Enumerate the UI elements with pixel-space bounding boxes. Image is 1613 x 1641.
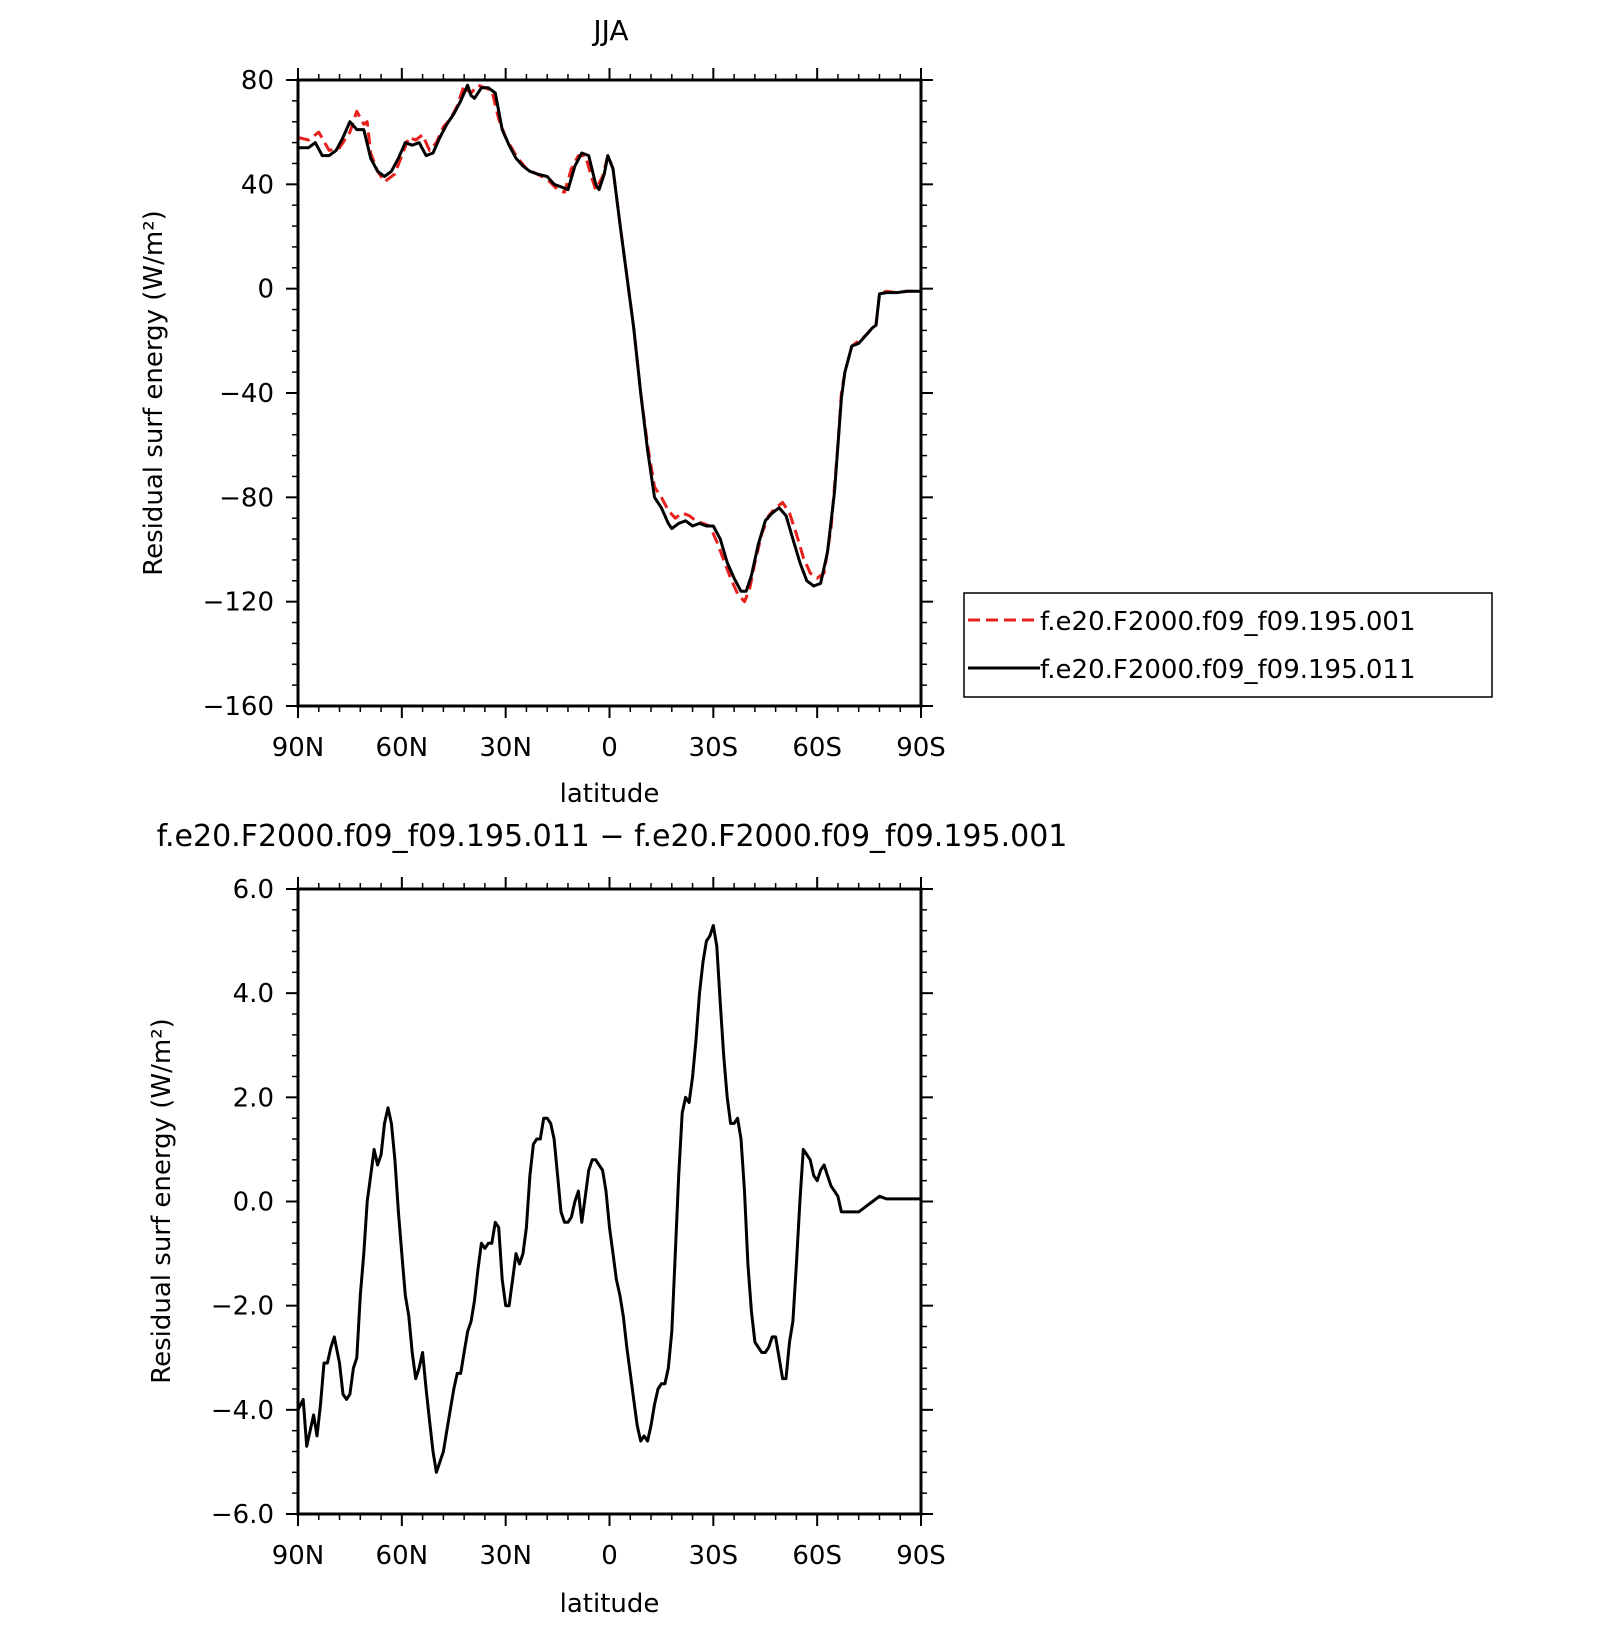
bottom-series-diff — [296, 924, 921, 1474]
bottom-y-tick-label: −4.0 — [211, 1396, 274, 1426]
top-x-tick-label: 90S — [896, 733, 946, 763]
bottom-x-axis: 90N 60N 30N 0 30S 60S 90S — [272, 877, 946, 1571]
bottom-panel: f.e20.F2000.f09_f09.195.011 − f.e20.F200… — [147, 819, 1067, 1619]
bottom-y-axis: 6.0 4.0 2.0 0.0 −2.0 −4.0 −6.0 — [211, 875, 933, 1530]
bottom-x-tick-label: 90N — [272, 1541, 325, 1571]
top-y-tick-label: 40 — [241, 170, 274, 200]
bottom-x-tick-label: 30N — [479, 1541, 532, 1571]
top-title: JJA — [591, 14, 628, 47]
bottom-x-tick-label: 90S — [896, 1541, 946, 1571]
top-x-tick-label: 60S — [792, 733, 842, 763]
bottom-y-tick-label: 2.0 — [233, 1083, 274, 1113]
legend: f.e20.F2000.f09_f09.195.001 f.e20.F2000.… — [963, 592, 1493, 698]
bottom-y-tick-label: 0.0 — [233, 1188, 274, 1218]
bottom-plot-frame — [296, 887, 923, 1516]
bottom-x-tick-label: 60N — [376, 1541, 429, 1571]
top-y-tick-label: 0 — [257, 275, 274, 305]
top-y-axis-label: Residual surf energy (W/m²) — [139, 210, 169, 576]
legend-label-011: f.e20.F2000.f09_f09.195.011 — [1040, 655, 1416, 685]
bottom-x-axis-label: latitude — [560, 1589, 660, 1619]
bottom-y-axis-label: Residual surf energy (W/m²) — [147, 1018, 177, 1384]
top-series-011 — [298, 83, 921, 593]
bottom-series-line-0 — [296, 924, 921, 1474]
bottom-title: f.e20.F2000.f09_f09.195.011 − f.e20.F200… — [157, 819, 1068, 854]
bottom-y-tick-label: 4.0 — [233, 979, 274, 1009]
top-x-tick-label: 30S — [689, 733, 739, 763]
bottom-x-tick-label: 0 — [601, 1541, 618, 1571]
top-y-tick-label: 80 — [241, 66, 274, 96]
top-y-tick-label: −160 — [203, 692, 274, 722]
top-panel: JJA 90N 60N 30N 0 30S 60S 90S 80 40 0 −40 −80 −120 −… — [139, 14, 1493, 809]
top-y-tick-label: −80 — [219, 483, 274, 513]
top-x-axis-label: latitude — [560, 779, 660, 809]
top-y-axis: 80 40 0 −40 −80 −120 −160 — [203, 66, 933, 722]
bottom-y-tick-label: −6.0 — [211, 1500, 274, 1530]
top-x-tick-label: 60N — [376, 733, 429, 763]
bottom-x-tick-label: 30S — [689, 1541, 739, 1571]
top-y-tick-label: −120 — [203, 588, 274, 618]
bottom-x-tick-label: 60S — [792, 1541, 842, 1571]
top-x-tick-label: 0 — [601, 733, 618, 763]
top-x-tick-label: 90N — [272, 733, 325, 763]
bottom-y-tick-label: −2.0 — [211, 1292, 274, 1322]
top-x-axis: 90N 60N 30N 0 30S 60S 90S — [272, 68, 946, 763]
legend-box — [963, 592, 1493, 698]
top-x-tick-label: 30N — [479, 733, 532, 763]
bottom-y-tick-label: 6.0 — [233, 875, 274, 905]
legend-label-001: f.e20.F2000.f09_f09.195.001 — [1040, 607, 1416, 637]
top-plot-frame — [296, 78, 923, 708]
top-series-line-1 — [298, 83, 921, 593]
top-y-tick-label: −40 — [219, 379, 274, 409]
